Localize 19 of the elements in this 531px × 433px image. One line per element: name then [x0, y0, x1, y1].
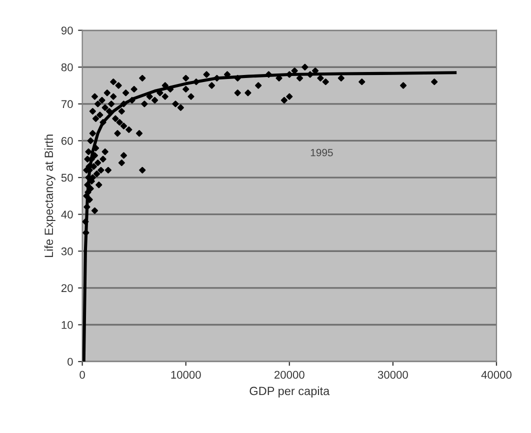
y-tick-label: 60: [61, 136, 73, 145]
x-axis-title: GDP per capita: [250, 386, 330, 398]
y-tick-label: 40: [61, 210, 73, 218]
x-tick-label: 10000: [171, 370, 201, 379]
y-tick-label: 70: [61, 100, 73, 108]
y-axis-title: Life Expectancy at Birth: [44, 134, 56, 257]
y-tick-label: 30: [61, 247, 73, 256]
y-tick-label: 20: [61, 284, 73, 292]
y-tick-label: 50: [61, 174, 73, 182]
y-tick-label: 80: [61, 63, 73, 72]
y-tick-label: 10: [62, 321, 73, 329]
line-series: [82, 71, 457, 362]
y-tick-label: 0: [68, 358, 73, 366]
y-tick-label: 90: [61, 26, 73, 34]
x-tick-label: 0: [80, 370, 85, 379]
x-tick-label: 40000: [481, 370, 512, 379]
annotation: 1995: [310, 148, 333, 156]
x-tick-label: 30000: [378, 370, 408, 379]
x-tick-label: 20000: [274, 370, 304, 379]
